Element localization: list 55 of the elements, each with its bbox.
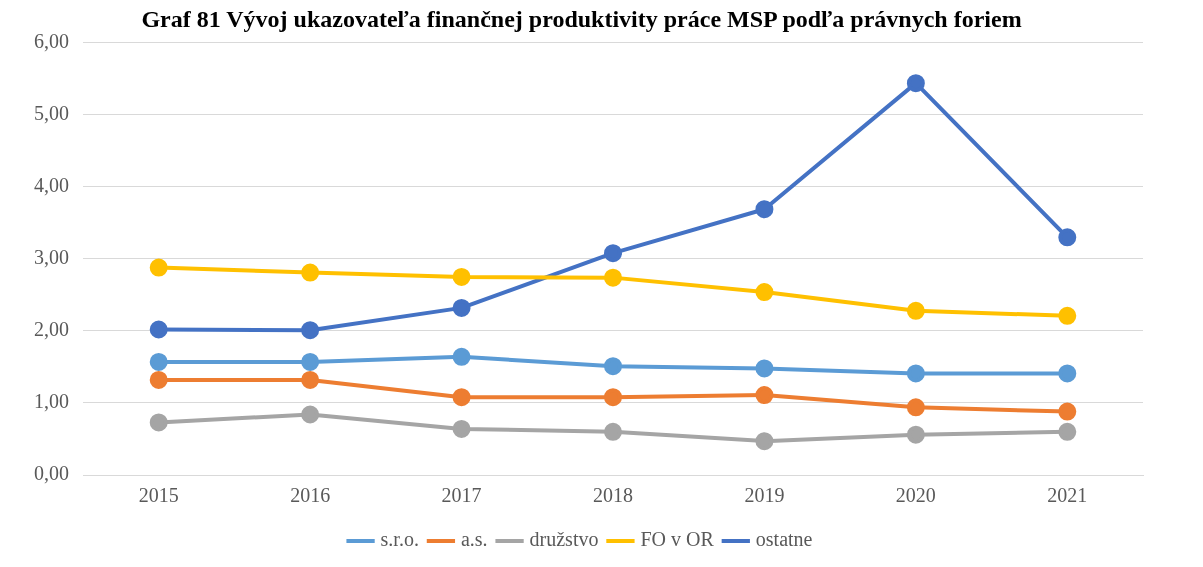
y-tick-label: 1,00 [34, 390, 69, 413]
x-tick-label: 2021 [1047, 484, 1088, 507]
x-tick-label: 2018 [593, 484, 633, 507]
point [149, 320, 168, 339]
chart-title: Graf 81 Vývoj ukazovateľa finančnej produktivity práce MSP podľa právnych foriem [141, 5, 1022, 32]
legend-label: ostatne [755, 528, 813, 551]
legend-label: FO v OR [640, 528, 715, 551]
x-tick-label: 2016 [290, 484, 331, 507]
point [452, 347, 471, 366]
point [452, 267, 471, 286]
y-tick-label: 0,00 [34, 462, 69, 485]
point [906, 425, 925, 444]
y-tick-label: 3,00 [34, 246, 69, 269]
point [452, 388, 471, 407]
point [452, 298, 471, 317]
point [452, 419, 471, 438]
x-tick-label: 2015 [138, 484, 179, 507]
x-tick-label: 2020 [895, 484, 936, 507]
point [604, 388, 622, 407]
x-tick-label: 2019 [744, 484, 785, 507]
point [149, 370, 168, 389]
point [1058, 306, 1077, 325]
point [755, 283, 774, 302]
point [755, 386, 774, 405]
point [604, 268, 622, 287]
point [149, 352, 168, 371]
point [755, 359, 774, 378]
point [906, 74, 925, 93]
y-tick-label: 2,00 [34, 318, 69, 341]
point [149, 413, 168, 432]
point [604, 357, 622, 376]
y-tick-label: 6,00 [34, 30, 69, 53]
point [906, 398, 925, 417]
point [906, 301, 925, 320]
point [301, 263, 320, 282]
point [1058, 422, 1077, 441]
point [755, 432, 774, 451]
point [604, 422, 622, 441]
point [1058, 364, 1077, 383]
point [755, 200, 774, 219]
point [301, 370, 320, 389]
point [149, 258, 168, 277]
legend-label: družstvo [529, 528, 599, 551]
y-tick-label: 5,00 [34, 102, 69, 125]
point [301, 352, 320, 371]
point [301, 405, 320, 424]
point [604, 244, 622, 263]
point [1058, 228, 1077, 247]
point [1058, 402, 1077, 421]
point [906, 364, 925, 383]
x-tick-label: 2017 [441, 484, 482, 507]
legend-label: s.r.o. [380, 528, 419, 551]
point [301, 321, 320, 340]
y-tick-label: 4,00 [34, 174, 69, 197]
legend-label: a.s. [460, 528, 488, 551]
